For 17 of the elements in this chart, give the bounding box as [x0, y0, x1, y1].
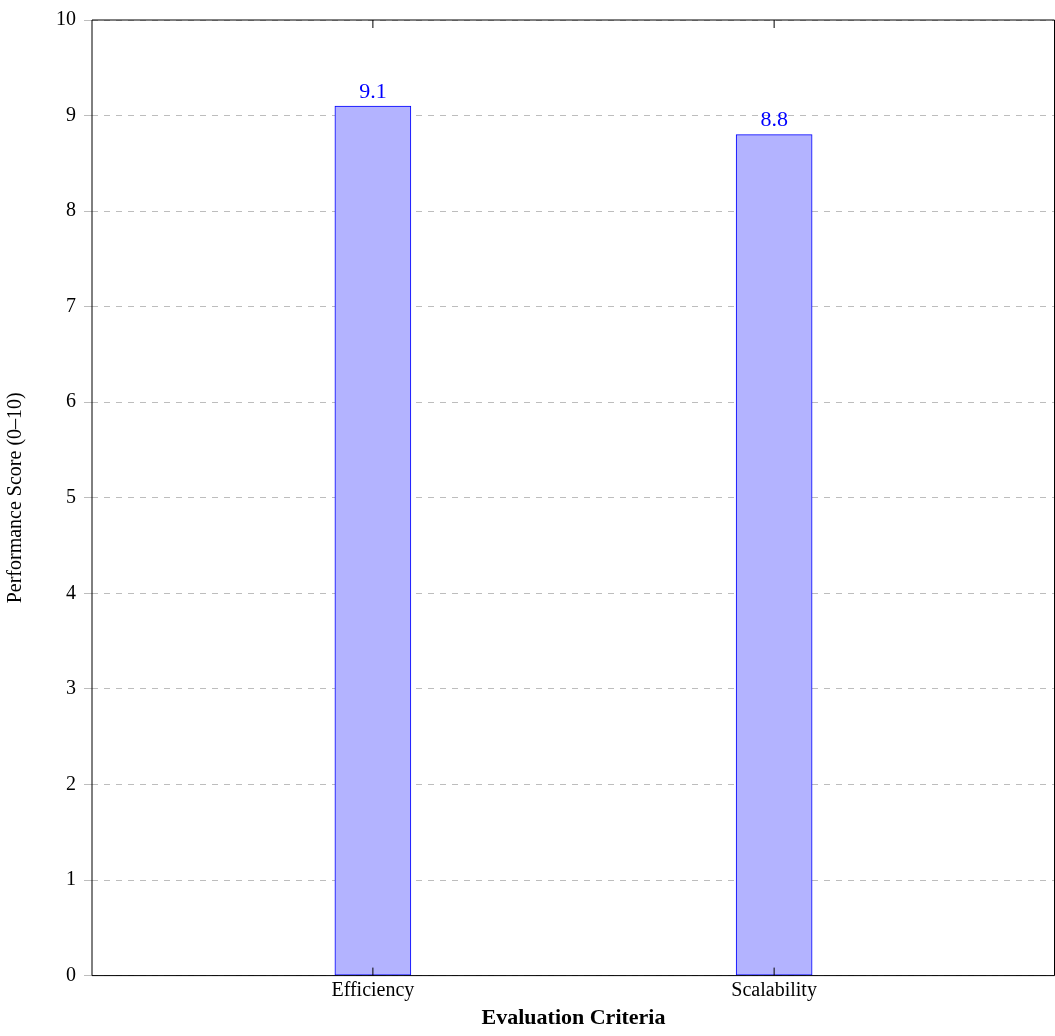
y-tick-label: 1: [66, 867, 76, 890]
x-axis-title: Evaluation Criteria: [481, 1004, 666, 1030]
data-label: 8.8: [760, 106, 788, 132]
data-label: 9.1: [359, 77, 387, 103]
y-tick-label: 9: [66, 102, 76, 125]
y-tick-label: 2: [66, 771, 76, 794]
y-tick-label: 4: [66, 580, 76, 603]
y-tick-label: 10: [56, 7, 76, 30]
x-tick-label: Scalability: [731, 977, 817, 1001]
y-axis-title: Performance Score (0–10): [3, 392, 27, 604]
x-tick-label: Efficiency: [331, 977, 415, 1001]
y-tick-label: 0: [66, 962, 76, 985]
y-tick-label: 5: [66, 485, 76, 508]
y-tick-label: 8: [66, 198, 76, 221]
y-tick-label: 3: [66, 676, 76, 699]
y-tick-label: 6: [66, 389, 76, 412]
y-tick-label: 7: [66, 293, 76, 316]
